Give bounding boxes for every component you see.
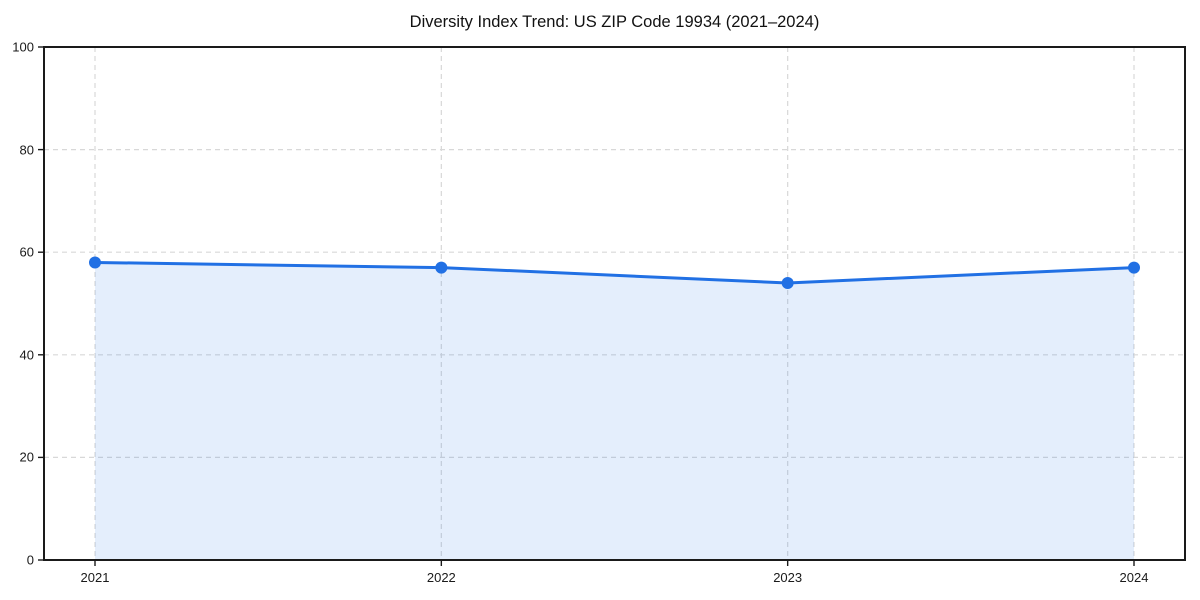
data-point-marker [435,261,448,274]
area-fill [95,262,1134,560]
y-tick-label: 0 [26,552,34,568]
x-tick-label: 2024 [1119,570,1149,585]
data-point-marker [781,276,794,289]
y-tick-label: 40 [19,347,34,363]
x-tick-label: 2022 [426,570,456,585]
data-point-marker [1128,261,1140,274]
trend-line [93,260,1136,285]
data-point-marker [89,256,101,269]
y-tick-label: 20 [19,449,34,465]
x-tick-label: 2023 [773,570,803,585]
y-tick-label: 100 [12,39,34,55]
chart-title: Diversity Index Trend: US ZIP Code 19934… [409,13,820,31]
plot-border [43,46,1186,561]
x-tick-label: 2021 [80,570,110,585]
y-tick-label: 60 [19,244,34,260]
y-tick-label: 80 [19,142,34,158]
